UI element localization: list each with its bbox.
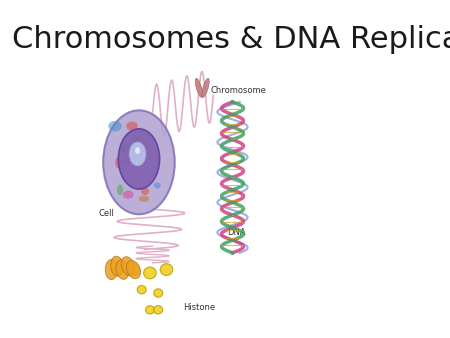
Ellipse shape bbox=[123, 191, 134, 199]
Ellipse shape bbox=[154, 289, 163, 297]
Text: Histone: Histone bbox=[184, 303, 216, 312]
Ellipse shape bbox=[121, 257, 135, 276]
Ellipse shape bbox=[124, 157, 133, 164]
Ellipse shape bbox=[139, 196, 149, 202]
Ellipse shape bbox=[126, 261, 140, 279]
Ellipse shape bbox=[118, 129, 160, 189]
Ellipse shape bbox=[160, 264, 173, 275]
Ellipse shape bbox=[154, 182, 161, 189]
Text: Cell: Cell bbox=[98, 209, 114, 218]
Ellipse shape bbox=[144, 267, 156, 279]
Ellipse shape bbox=[195, 78, 203, 97]
Ellipse shape bbox=[133, 135, 140, 144]
Ellipse shape bbox=[137, 286, 146, 294]
Ellipse shape bbox=[154, 306, 163, 314]
Ellipse shape bbox=[116, 260, 129, 280]
Ellipse shape bbox=[145, 306, 154, 314]
Ellipse shape bbox=[103, 110, 175, 214]
Ellipse shape bbox=[108, 121, 122, 131]
Ellipse shape bbox=[126, 122, 138, 130]
Ellipse shape bbox=[122, 145, 130, 153]
Ellipse shape bbox=[202, 78, 209, 97]
Text: DNA: DNA bbox=[227, 228, 246, 237]
Text: Chromosome: Chromosome bbox=[211, 86, 266, 95]
Ellipse shape bbox=[142, 140, 147, 151]
Ellipse shape bbox=[117, 185, 123, 195]
Ellipse shape bbox=[129, 142, 146, 166]
Ellipse shape bbox=[141, 188, 149, 195]
Ellipse shape bbox=[135, 147, 140, 154]
Ellipse shape bbox=[111, 256, 123, 276]
Ellipse shape bbox=[127, 264, 140, 275]
Ellipse shape bbox=[115, 157, 121, 168]
Text: Chromosomes & DNA Replication: Chromosomes & DNA Replication bbox=[13, 25, 450, 54]
Ellipse shape bbox=[105, 260, 117, 280]
